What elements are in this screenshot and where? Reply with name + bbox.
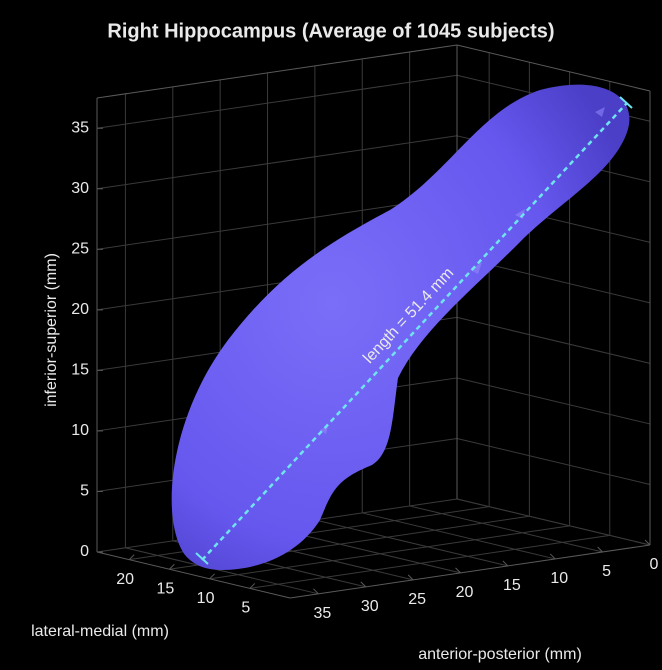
- y-tick-label: 25: [408, 591, 426, 608]
- grid-line: [249, 534, 610, 589]
- z-axis-label: inferior-superior (mm): [43, 253, 60, 407]
- y-tick-label: 0: [650, 556, 659, 573]
- length-endcap: [195, 552, 209, 565]
- grid-line: [456, 377, 651, 425]
- grid-line: [96, 195, 458, 250]
- grid-line: [209, 525, 570, 580]
- x-tick-label: 5: [241, 600, 250, 617]
- axis-edge: [96, 44, 458, 99]
- y-tick-label: 20: [456, 584, 474, 601]
- axis-edge: [456, 44, 651, 92]
- x-axis-label: lateral-medial (mm): [31, 623, 169, 640]
- y-tick-label: 35: [314, 605, 332, 622]
- z-tick-label: 0: [80, 543, 89, 560]
- length-endcap: [619, 96, 633, 109]
- tick-mark: [549, 553, 556, 560]
- z-tick-label: 10: [71, 422, 89, 439]
- tick-mark: [597, 546, 603, 553]
- grid-line: [314, 519, 509, 567]
- grid-line: [96, 135, 458, 190]
- grid-line: [362, 512, 556, 560]
- grid-line: [96, 74, 458, 129]
- tick-mark: [249, 583, 256, 589]
- tick-mark: [360, 581, 367, 588]
- x-tick-label: 20: [116, 571, 134, 588]
- tick-mark: [455, 567, 461, 574]
- z-tick-label: 20: [71, 301, 89, 318]
- z-tick-label: 5: [80, 483, 89, 500]
- grid-line: [456, 498, 651, 546]
- y-axis-label: anterior-posterior (mm): [418, 646, 582, 663]
- chart-title: Right Hippocampus (Average of 1045 subje…: [107, 20, 554, 42]
- tick-mark: [128, 554, 135, 561]
- tick-mark: [502, 560, 509, 567]
- y-tick-label: 10: [550, 570, 568, 587]
- tick-mark: [209, 573, 215, 580]
- tick-mark: [407, 574, 414, 581]
- z-tick-label: 15: [71, 362, 89, 379]
- grid-line: [456, 437, 651, 485]
- grid-line: [409, 505, 603, 553]
- z-tick-label: 30: [71, 180, 89, 197]
- grid-line: [125, 547, 319, 595]
- hippocampus-surface: [171, 84, 630, 570]
- x-tick-label: 10: [197, 590, 215, 607]
- y-tick-label: 30: [361, 598, 379, 615]
- tick-mark: [313, 588, 319, 595]
- tick-mark: [644, 539, 651, 546]
- tick-mark: [169, 563, 175, 570]
- z-tick-label: 25: [71, 241, 89, 258]
- x-tick-label: 15: [156, 580, 174, 597]
- y-tick-label: 15: [503, 577, 521, 594]
- z-tick-label: 35: [71, 119, 89, 136]
- y-tick-label: 5: [602, 563, 611, 580]
- axis-edge: [289, 544, 651, 599]
- grid-line: [456, 316, 651, 364]
